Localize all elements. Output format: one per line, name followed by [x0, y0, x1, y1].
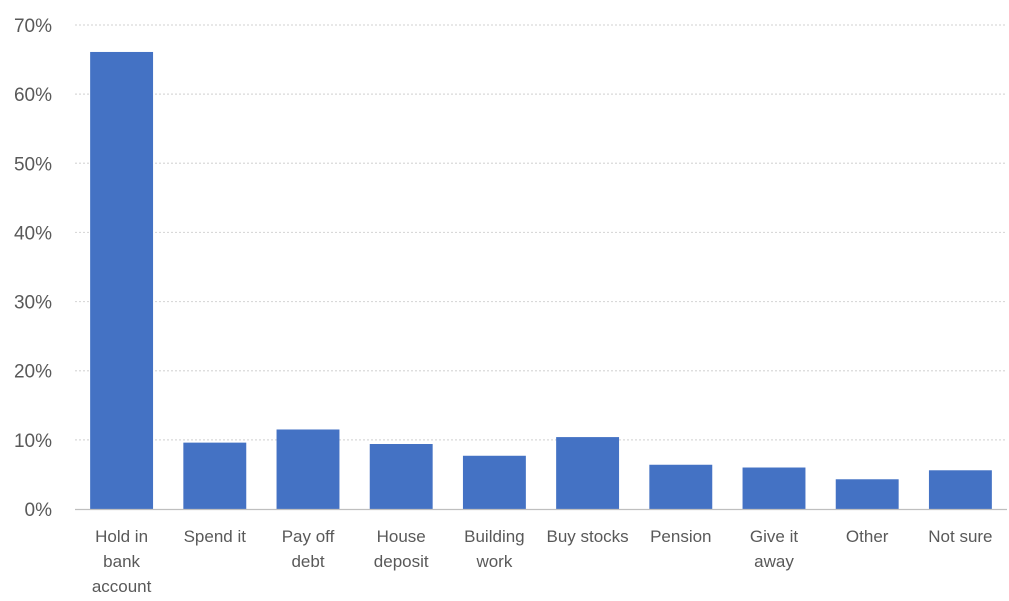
x-tick-label: Spend it	[184, 527, 247, 546]
bar	[928, 470, 992, 509]
y-tick-label: 60%	[14, 85, 52, 106]
y-axis-tick-labels: 0% 10% 20% 30% 40% 50% 60% 70%	[14, 16, 52, 521]
y-tick-label: 50%	[14, 154, 52, 175]
y-tick-label: 40%	[14, 223, 52, 244]
bar	[369, 444, 433, 509]
x-tick-label: House deposit	[374, 527, 429, 571]
x-tick-label: Hold in bank account	[92, 527, 152, 596]
bar	[742, 467, 806, 509]
bar	[556, 437, 620, 509]
y-tick-label: 20%	[14, 362, 52, 383]
bar	[90, 51, 154, 510]
bar	[276, 429, 340, 509]
bars	[90, 51, 992, 510]
y-tick-label: 0%	[25, 500, 53, 521]
y-tick-label: 30%	[14, 293, 52, 314]
x-tick-label: Pay off debt	[282, 527, 335, 571]
y-tick-label: 10%	[14, 431, 52, 452]
bar	[649, 464, 713, 509]
y-tick-label: 70%	[14, 16, 52, 37]
x-tick-label: Building work	[464, 527, 525, 571]
x-tick-label: Buy stocks	[546, 527, 628, 546]
gridlines	[75, 24, 1007, 441]
bar	[835, 479, 899, 509]
x-axis-tick-labels: Hold in bank account Spend it Pay off debt Hou…	[92, 527, 993, 596]
x-tick-label: Other	[846, 527, 889, 546]
bar	[183, 442, 247, 509]
x-tick-label: Pension	[650, 527, 711, 546]
bar	[462, 455, 526, 509]
x-tick-label: Give it away	[750, 527, 798, 571]
x-tick-label: Not sure	[928, 527, 992, 546]
